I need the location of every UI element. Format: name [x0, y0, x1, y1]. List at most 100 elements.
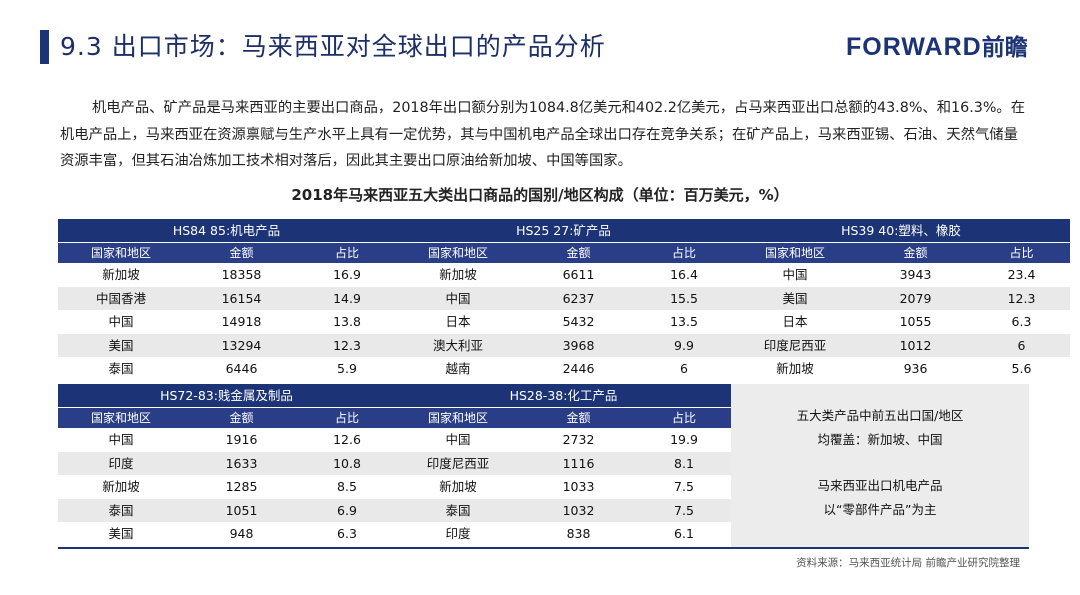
cell-share: 12.3 [1007, 290, 1036, 306]
cell-amount: 1916 [225, 432, 258, 447]
cell-amount: 936 [903, 361, 928, 376]
cell-country: 美国 [108, 337, 134, 353]
table-row: 中国 2732 19.9 [395, 428, 733, 452]
cell-amount: 3943 [899, 267, 932, 282]
summary-note-box: 五大类产品中前五出口国/地区 均覆盖：新加坡、中国 马来西亚出口机电产品 以“零… [731, 384, 1029, 547]
cell-amount: 1012 [899, 337, 932, 353]
table-bottom-rule [58, 547, 1029, 549]
cell-share: 5.9 [337, 361, 357, 376]
table-row: 美国 13294 12.3 [58, 333, 396, 357]
forward-logo: FORWARD前瞻 [846, 32, 1028, 63]
table-row: 中国 1916 12.6 [58, 428, 396, 452]
table-row: 中国香港 16154 14.9 [58, 286, 396, 310]
cell-country: 中国 [108, 314, 134, 329]
col-share: 占比 [671, 246, 696, 260]
cell-share: 6 [680, 361, 688, 376]
note-line-4: 以“零部件产品”为主 [823, 502, 937, 517]
cell-amount: 1051 [225, 502, 258, 518]
col-amount: 金额 [229, 411, 254, 425]
cell-amount: 6446 [225, 361, 258, 376]
col-amount: 金额 [229, 246, 254, 260]
section-hs72-83: HS72-83:贱金属及制品 国家和地区 金额 占比 中国 1916 12.6 印度… [58, 384, 396, 546]
section-hs39-40: HS39 40:塑料、橡胶 国家和地区 金额 占比 中国 3943 23.4 美国 2… [732, 219, 1070, 381]
section-header: HS84 85:机电产品 [58, 219, 396, 242]
cell-amount: 1116 [562, 455, 595, 471]
cell-share: 8.1 [674, 455, 694, 471]
logo-text: FORWARD [846, 33, 982, 61]
cell-share: 16.4 [670, 267, 698, 282]
cell-share: 15.5 [670, 290, 698, 306]
section-header: HS72-83:贱金属及制品 [58, 384, 396, 407]
cell-country: 澳大利亚 [432, 337, 483, 353]
table-row: 泰国 1051 6.9 [58, 498, 396, 522]
cell-share: 7.5 [674, 479, 694, 494]
col-amount: 金额 [903, 246, 928, 260]
cell-country: 新加坡 [439, 267, 477, 282]
section-hs28-38: HS28-38:化工产品 国家和地区 金额 占比 中国 2732 19.9 印度尼西… [395, 384, 733, 546]
cell-amount: 14918 [221, 314, 262, 329]
note-line-2: 均覆盖：新加坡、中国 [817, 432, 943, 447]
table-row: 日本 1055 6.3 [732, 310, 1070, 334]
logo-cn-text: 前瞻 [981, 35, 1028, 61]
section-header: HS28-38:化工产品 [395, 384, 733, 407]
cell-share: 13.5 [670, 314, 698, 329]
cell-country: 新加坡 [102, 479, 140, 494]
page-title: 9.3 出口市场：马来西亚对全球出口的产品分析 [60, 32, 606, 61]
col-amount: 金额 [566, 246, 591, 260]
cell-share: 9.9 [674, 337, 694, 353]
cell-amount: 6237 [562, 290, 595, 306]
note-line-1: 五大类产品中前五出口国/地区 [796, 408, 964, 423]
cell-country: 印度尼西亚 [763, 337, 827, 353]
cell-amount: 838 [566, 526, 591, 541]
cell-amount: 1055 [899, 314, 932, 329]
col-country: 国家和地区 [90, 411, 151, 425]
cell-share: 5.6 [1011, 361, 1032, 376]
table-row: 印度 1633 10.8 [58, 451, 396, 475]
cell-country: 印度 [108, 455, 134, 471]
cell-share: 12.6 [333, 432, 361, 447]
column-header-row: 国家和地区 金额 占比 [395, 242, 733, 263]
cell-country: 泰国 [108, 502, 134, 518]
section-hs25-27: HS25 27:矿产品 国家和地区 金额 占比 新加坡 6611 16.4 中国 62… [395, 219, 733, 381]
cell-amount: 2446 [562, 361, 595, 376]
cell-share: 6.1 [674, 526, 694, 541]
cell-share: 8.5 [337, 479, 357, 494]
table-row: 新加坡 936 5.6 [732, 357, 1070, 381]
cell-share: 7.5 [674, 502, 694, 518]
col-amount: 金额 [566, 411, 591, 425]
cell-country: 中国 [108, 432, 134, 447]
note-line-3: 马来西亚出口机电产品 [817, 478, 943, 493]
table-title: 2018年马来西亚五大类出口商品的国别/地区构成（单位：百万美元，%） [291, 186, 789, 204]
cell-share: 19.9 [670, 432, 698, 447]
section-header: HS39 40:塑料、橡胶 [732, 219, 1070, 242]
cell-country: 印度 [445, 526, 471, 541]
col-share: 占比 [671, 411, 696, 425]
table-row: 新加坡 1285 8.5 [58, 475, 396, 499]
cell-amount: 18358 [221, 267, 262, 282]
section-header: HS25 27:矿产品 [395, 219, 733, 242]
column-header-row: 国家和地区 金额 占比 [58, 407, 396, 428]
table-row: 美国 2079 12.3 [732, 286, 1070, 310]
column-header-row: 国家和地区 金额 占比 [732, 242, 1070, 263]
cell-amount: 5432 [562, 314, 595, 329]
cell-share: 10.8 [333, 455, 361, 471]
col-share: 占比 [334, 246, 359, 260]
table-row: 中国 3943 23.4 [732, 263, 1070, 287]
cell-share: 6.9 [337, 502, 357, 518]
cell-amount: 948 [229, 526, 254, 541]
cell-country: 新加坡 [776, 361, 814, 376]
cell-share: 23.4 [1007, 267, 1036, 282]
cell-share: 12.3 [333, 337, 361, 353]
cell-share: 6.3 [1011, 314, 1032, 329]
cell-share: 16.9 [333, 267, 361, 282]
cell-amount: 13294 [221, 337, 262, 353]
table-row: 印度尼西亚 1012 6 [732, 333, 1070, 357]
table-row: 新加坡 6611 16.4 [395, 263, 733, 287]
cell-country: 泰国 [445, 502, 471, 518]
table-row: 中国 14918 13.8 [58, 310, 396, 334]
cell-amount: 1285 [225, 479, 258, 494]
cell-country: 泰国 [108, 361, 134, 376]
cell-share: 6 [1017, 337, 1026, 353]
table-row: 美国 948 6.3 [58, 522, 396, 546]
table-row: 印度尼西亚 1116 8.1 [395, 451, 733, 475]
